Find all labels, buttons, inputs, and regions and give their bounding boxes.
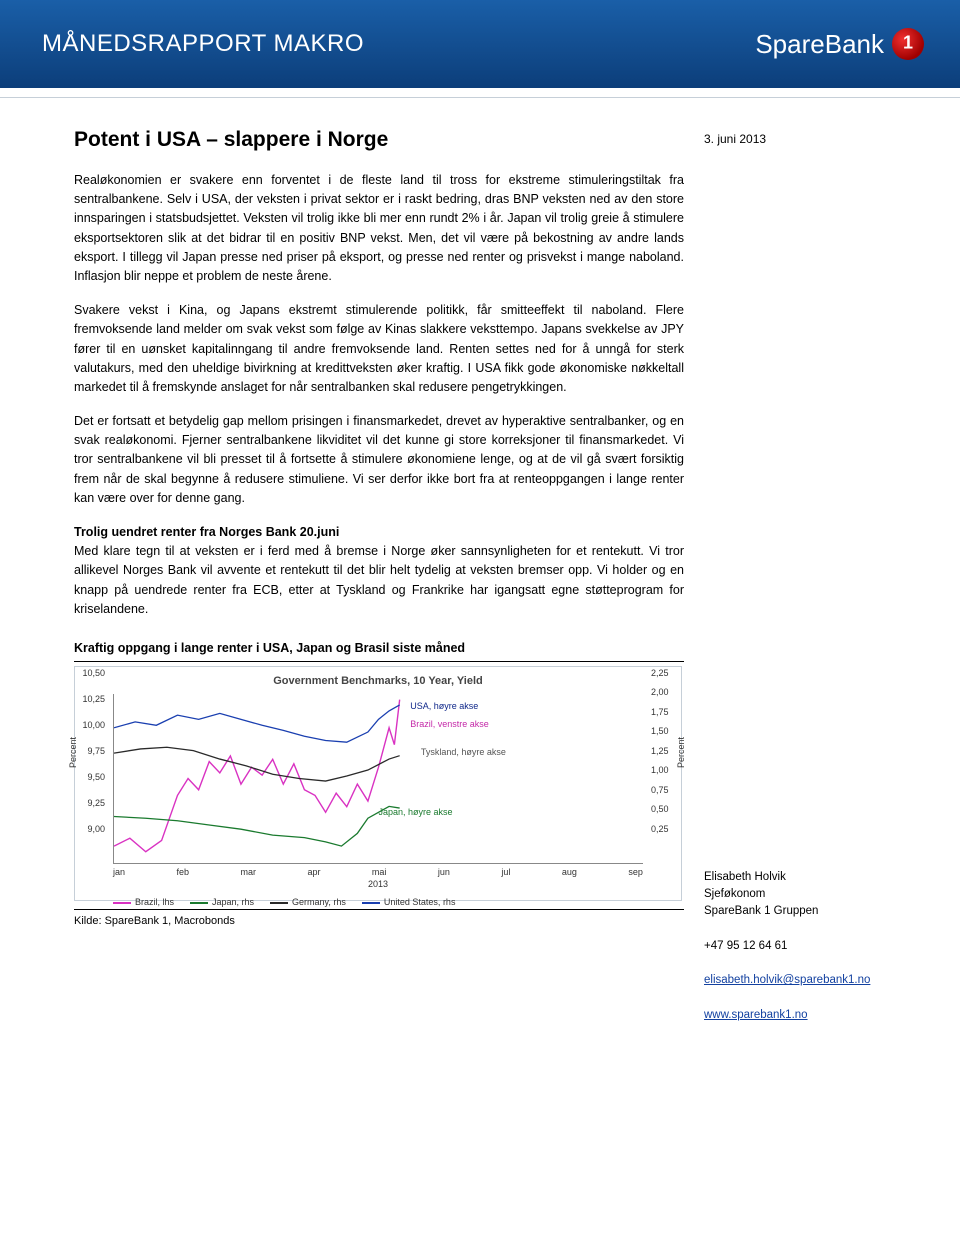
article-title: Potent i USA – slappere i Norge	[74, 124, 684, 157]
chart-legend: Brazil, lhsJapan, rhsGermany, rhsUnited …	[113, 896, 671, 910]
paragraph-3: Det er fortsatt et betydelig gap mellom …	[74, 412, 684, 509]
chart-svg	[114, 694, 643, 863]
paragraph-4: Med klare tegn til at veksten er i ferd …	[74, 542, 684, 620]
paragraph-2: Svakere vekst i Kina, og Japans ekstremt…	[74, 301, 684, 398]
x-axis-year: 2013	[85, 878, 671, 892]
chart-caption: Kraftig oppgang i lange renter i USA, Ja…	[74, 639, 684, 661]
main-column: Potent i USA – slappere i Norge Realøkon…	[74, 124, 684, 1024]
series-label-japan: Japan, høyre akse	[379, 806, 453, 820]
chart-inner-title: Government Benchmarks, 10 Year, Yield	[85, 673, 671, 690]
chart-source: Kilde: SpareBank 1, Macrobonds	[74, 909, 684, 930]
y-right-ticks: 2,252,001,751,501,251,000,750,500,25	[651, 667, 679, 837]
report-title: MÅNEDSRAPPORT MAKRO	[42, 25, 364, 62]
series-label-usa: USA, høyre akse	[410, 700, 478, 714]
side-column: 3. juni 2013 Elisabeth Holvik Sjeføkonom…	[704, 124, 904, 1024]
contact-web-link[interactable]: www.sparebank1.no	[704, 1009, 808, 1021]
paragraph-1: Realøkonomien er svakere enn forventet i…	[74, 171, 684, 287]
series-label-brazil: Brazil, venstre akse	[410, 718, 489, 732]
report-header: MÅNEDSRAPPORT MAKRO SpareBank	[0, 0, 960, 88]
report-date: 3. juni 2013	[704, 130, 904, 149]
contact-name: Elisabeth Holvik	[704, 869, 904, 886]
header-separator	[0, 88, 960, 98]
brand-text-prefix: SpareBank	[755, 24, 884, 64]
brand-1-icon	[892, 28, 924, 60]
contact-org: SpareBank 1 Gruppen	[704, 903, 904, 920]
subheading-1: Trolig uendret renter fra Norges Bank 20…	[74, 523, 684, 542]
page-body: Potent i USA – slappere i Norge Realøkon…	[0, 98, 960, 1032]
contact-block: Elisabeth Holvik Sjeføkonom SpareBank 1 …	[704, 869, 904, 1024]
yield-chart: Government Benchmarks, 10 Year, Yield Pe…	[74, 666, 682, 901]
chart-plot-area: USA, høyre akse Brazil, venstre akse Tys…	[113, 694, 643, 864]
contact-phone: +47 95 12 64 61	[704, 938, 904, 955]
y-left-ticks: 10,5010,2510,009,759,509,259,00	[77, 667, 105, 837]
brand-logo-block: SpareBank	[755, 24, 924, 64]
contact-title: Sjeføkonom	[704, 886, 904, 903]
contact-email-link[interactable]: elisabeth.holvik@sparebank1.no	[704, 974, 870, 986]
series-label-tyskland: Tyskland, høyre akse	[421, 746, 506, 760]
